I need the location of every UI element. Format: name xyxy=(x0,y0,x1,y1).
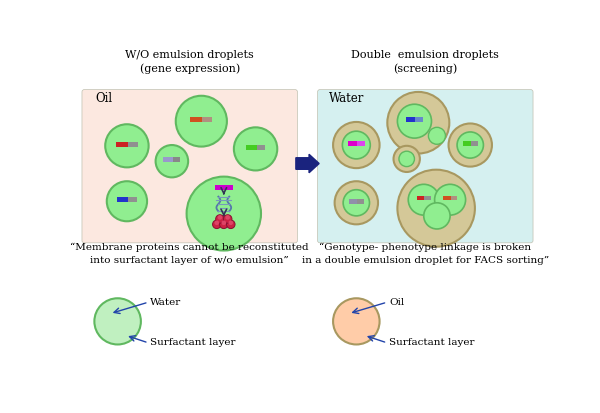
Bar xyxy=(173,157,181,162)
FancyBboxPatch shape xyxy=(317,90,533,243)
FancyArrow shape xyxy=(296,154,319,173)
Circle shape xyxy=(234,127,277,171)
Circle shape xyxy=(215,215,224,223)
Circle shape xyxy=(457,132,484,158)
Bar xyxy=(357,141,365,146)
Bar xyxy=(471,141,478,146)
Bar xyxy=(257,145,265,150)
Circle shape xyxy=(220,220,228,228)
Bar xyxy=(451,196,457,200)
Bar xyxy=(417,196,424,200)
Bar xyxy=(348,141,357,146)
Circle shape xyxy=(343,131,370,159)
Bar xyxy=(246,145,257,150)
Circle shape xyxy=(226,215,230,220)
Circle shape xyxy=(212,220,221,228)
Bar xyxy=(406,117,415,122)
Text: Surfactant layer: Surfactant layer xyxy=(150,338,236,347)
Circle shape xyxy=(229,221,233,225)
Text: “Genotype- phenotype linkage is broken
in a double emulsion droplet for FACS sor: “Genotype- phenotype linkage is broken i… xyxy=(302,243,549,265)
Text: W/O emulsion droplets
(gene expression): W/O emulsion droplets (gene expression) xyxy=(125,50,254,74)
Bar xyxy=(349,199,357,204)
Text: Surfactant layer: Surfactant layer xyxy=(389,338,475,347)
Circle shape xyxy=(397,104,431,138)
Bar xyxy=(117,197,128,202)
Circle shape xyxy=(397,170,475,247)
Bar xyxy=(443,196,451,200)
Circle shape xyxy=(223,215,232,223)
Circle shape xyxy=(221,221,226,225)
Text: Oil: Oil xyxy=(95,92,112,105)
Circle shape xyxy=(218,215,222,220)
Circle shape xyxy=(449,123,492,166)
Circle shape xyxy=(107,181,147,221)
Bar xyxy=(163,157,173,162)
Text: Double  emulsion droplets
(screening): Double emulsion droplets (screening) xyxy=(352,50,499,74)
Circle shape xyxy=(394,146,420,172)
Circle shape xyxy=(399,151,415,166)
Bar xyxy=(424,196,431,200)
Circle shape xyxy=(227,220,235,228)
Circle shape xyxy=(388,92,449,154)
Circle shape xyxy=(424,203,450,229)
Circle shape xyxy=(333,122,380,168)
Circle shape xyxy=(408,184,439,215)
Circle shape xyxy=(215,221,219,225)
FancyBboxPatch shape xyxy=(82,90,298,243)
Bar xyxy=(463,141,471,146)
Circle shape xyxy=(94,298,141,344)
Circle shape xyxy=(428,127,445,144)
Circle shape xyxy=(105,124,149,167)
Circle shape xyxy=(434,184,466,215)
Bar xyxy=(190,117,202,122)
Circle shape xyxy=(155,145,188,177)
Bar xyxy=(202,117,212,122)
Bar xyxy=(128,142,138,147)
Circle shape xyxy=(343,190,370,216)
Circle shape xyxy=(333,298,380,344)
Text: Water: Water xyxy=(150,298,181,306)
Circle shape xyxy=(187,177,261,251)
Text: “Membrane proteins cannot be reconstituted
into surfactant layer of w/o emulsion: “Membrane proteins cannot be reconstitut… xyxy=(70,243,309,265)
Bar xyxy=(357,199,364,204)
Text: Water: Water xyxy=(329,92,365,105)
Bar xyxy=(128,197,137,202)
Circle shape xyxy=(176,96,227,147)
Bar xyxy=(215,185,233,190)
Circle shape xyxy=(335,181,378,224)
Text: Oil: Oil xyxy=(389,298,404,306)
Bar xyxy=(116,142,128,147)
Bar xyxy=(415,117,423,122)
